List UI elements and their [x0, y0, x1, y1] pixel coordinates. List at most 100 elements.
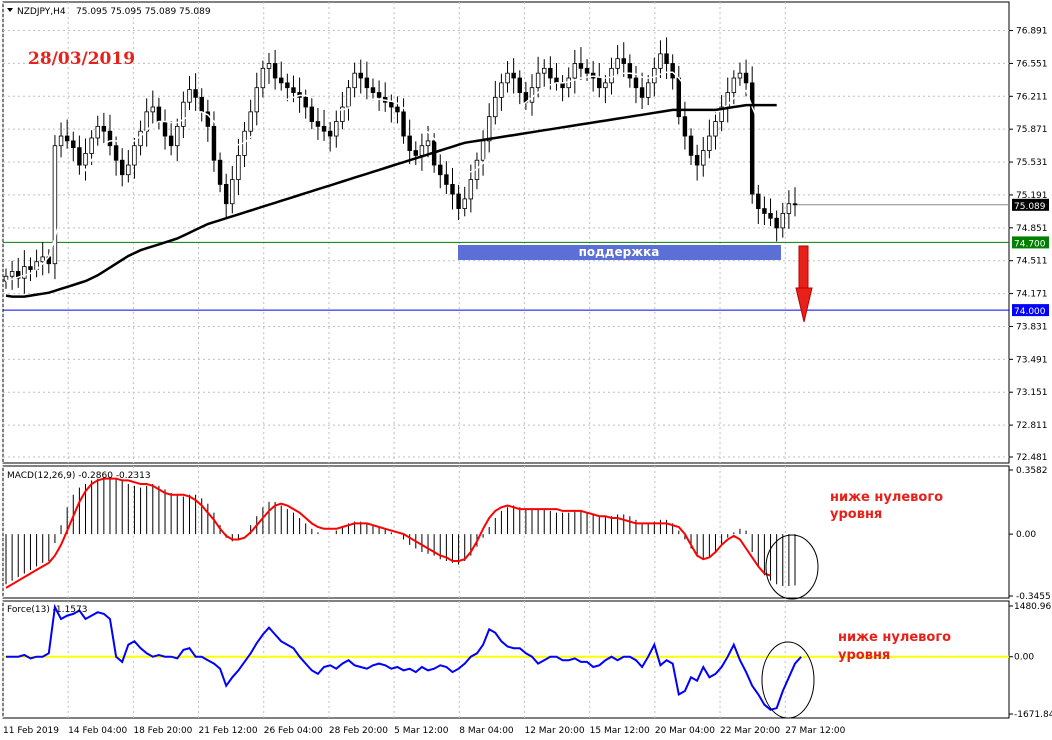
candle-body — [584, 67, 590, 74]
candle-body — [780, 213, 785, 229]
date-title: 28/03/2019 — [28, 49, 135, 69]
price-panel: поддержка 76.891 76.551 76.211 75.871 75.531… — [2, 1, 1049, 464]
candle-body — [181, 101, 186, 127]
candle-body — [162, 121, 168, 137]
candle-body — [364, 77, 370, 89]
time-tick-label: 14 Feb 04:00 — [68, 726, 127, 736]
price-tick-label: 73.151 — [1016, 388, 1048, 398]
force-panel: 1480.9650.00-1671.849 Force(13) -1.1573 … — [2, 600, 1052, 720]
candle-body — [548, 67, 553, 79]
candle-body — [719, 106, 724, 122]
candle-body — [774, 217, 779, 229]
candle-body — [291, 87, 296, 93]
candle-body — [168, 135, 174, 147]
price-tick-label: 72.481 — [1016, 453, 1048, 463]
price-tick-label: 72.811 — [1016, 421, 1048, 431]
force-line — [6, 603, 802, 711]
candle-body — [77, 147, 82, 166]
candle-body — [113, 145, 119, 161]
macd-grid — [2, 466, 786, 598]
force-title: Force(13) -1.1573 — [7, 605, 87, 615]
candle-body — [138, 130, 143, 147]
candle-body — [639, 87, 645, 98]
candle-body — [468, 179, 474, 200]
force-axis: 1480.965 0.00 -1671.849 — [1009, 602, 1052, 720]
candle-body — [58, 135, 64, 147]
candle-body — [401, 111, 406, 137]
candle-body — [16, 271, 21, 279]
candle-body — [119, 159, 125, 176]
candle-body — [786, 203, 792, 214]
candle-body — [95, 125, 100, 139]
candle-body — [425, 140, 431, 147]
macd-tick-label: 0.3582 — [1016, 466, 1048, 476]
candle-body — [285, 82, 290, 89]
price-level-label: 74.700 — [1014, 239, 1046, 249]
candle-body — [713, 121, 718, 137]
candle-body — [132, 145, 137, 166]
candle-body — [517, 77, 522, 93]
candle-body — [254, 87, 259, 113]
candle-body — [352, 72, 357, 89]
candle-body — [266, 63, 272, 69]
candle-body — [572, 63, 578, 79]
candle-body — [603, 82, 608, 89]
candle-body — [101, 125, 107, 132]
candle-body — [321, 125, 327, 132]
candle-body — [211, 125, 217, 161]
price-tick-label: 76.551 — [1016, 59, 1048, 69]
candle-body — [480, 140, 486, 161]
candle-body — [499, 82, 504, 98]
candle-body — [64, 135, 70, 142]
candle-body — [652, 67, 657, 84]
force-highlight-circle — [761, 641, 815, 719]
time-tick-label: 22 Mar 20:00 — [720, 726, 780, 736]
price-tick-label: 74.171 — [1016, 290, 1048, 300]
candle-body — [493, 96, 498, 118]
candle-body — [578, 63, 584, 69]
time-tick-label: 8 Mar 04:00 — [459, 726, 514, 736]
candle-body — [175, 125, 180, 147]
price-tick-label: 76.211 — [1016, 92, 1048, 102]
time-tick-label: 18 Feb 20:00 — [133, 726, 192, 736]
support-zone — [458, 245, 781, 260]
macd-axis: 0.3582 0.00 -0.3455 — [1009, 466, 1051, 602]
candle-body — [279, 77, 284, 84]
candle-body — [205, 111, 211, 127]
candle-body — [743, 72, 749, 84]
candle-body — [505, 72, 510, 84]
candle-body — [456, 193, 461, 209]
time-axis: 11 Feb 2019 14 Feb 04:00 18 Feb 20:00 21 Fe… — [3, 726, 846, 736]
candle-body — [230, 179, 235, 205]
candle-body — [150, 106, 156, 113]
candle-body — [52, 145, 58, 265]
time-tick-label: 11 Feb 2019 — [3, 726, 59, 736]
ohlc-values: 75.095 75.095 75.089 75.089 — [76, 7, 211, 17]
candle-body — [156, 106, 162, 122]
candle-body — [9, 271, 15, 277]
time-tick-label: 20 Mar 04:00 — [655, 726, 715, 736]
price-level-badge — [1012, 236, 1049, 249]
candle-body — [597, 77, 602, 89]
candle-body — [22, 266, 27, 279]
candle-body — [737, 72, 743, 79]
candle-body — [340, 106, 345, 122]
macd-highlight-circle — [765, 534, 819, 600]
support-label: поддержка — [579, 245, 660, 259]
price-tick-label: 75.871 — [1016, 125, 1048, 135]
candle-body — [535, 72, 541, 89]
candle-body — [83, 153, 88, 166]
candle-body — [444, 174, 449, 185]
candle-body — [542, 67, 547, 74]
time-tick-label: 28 Feb 20:00 — [329, 726, 388, 736]
candle-body — [327, 130, 333, 137]
price-levels — [3, 204, 1009, 311]
candle-body — [486, 116, 492, 142]
candle-body — [627, 63, 633, 79]
down-arrow — [795, 245, 813, 323]
price-tick-label: 75.191 — [1016, 191, 1048, 201]
candle-body — [701, 150, 706, 166]
macd-tick-label: -0.3455 — [1016, 592, 1051, 602]
candle-body — [645, 82, 651, 98]
